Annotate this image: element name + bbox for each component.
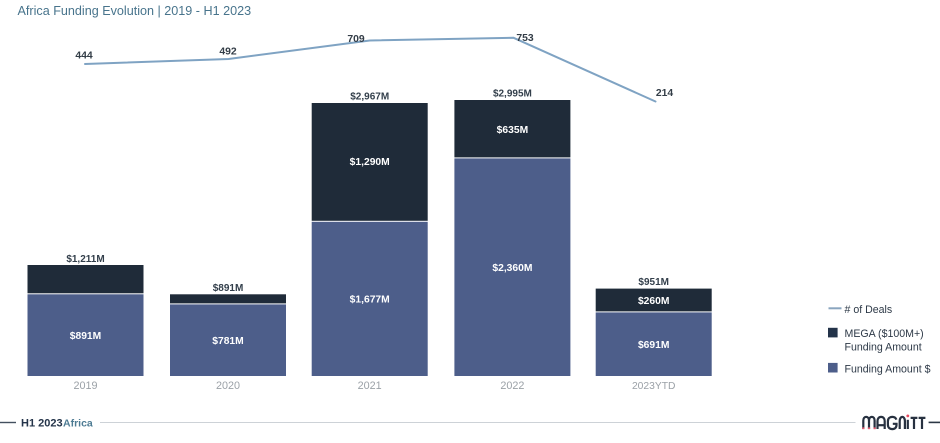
svg-text:MEGA ($100M+): MEGA ($100M+) [845, 328, 924, 340]
svg-text:$1,290M: $1,290M [350, 157, 390, 168]
svg-text:Funding Amount: Funding Amount [845, 341, 922, 353]
svg-text:214: 214 [656, 88, 674, 99]
svg-text:$2,967M: $2,967M [350, 92, 389, 103]
svg-text:$260M: $260M [638, 296, 669, 307]
svg-text:$891M: $891M [70, 331, 101, 342]
svg-text:$781M: $781M [212, 336, 243, 347]
svg-text:$891M: $891M [213, 283, 244, 294]
svg-text:492: 492 [219, 47, 237, 58]
svg-text:$1,211M: $1,211M [66, 254, 104, 265]
svg-text:444: 444 [75, 51, 93, 62]
svg-text:2021: 2021 [358, 380, 382, 392]
svg-text:2022: 2022 [500, 380, 524, 392]
svg-text:$1,677M: $1,677M [350, 295, 390, 306]
svg-text:H1 2023: H1 2023 [21, 418, 63, 430]
svg-text:$635M: $635M [497, 125, 528, 136]
svg-text:$951M: $951M [638, 277, 669, 288]
svg-text:709: 709 [347, 34, 365, 45]
svg-text:# of Deals: # of Deals [845, 304, 893, 316]
svg-text:Africa Funding Evolution | 201: Africa Funding Evolution | 2019 - H1 202… [18, 4, 252, 18]
svg-text:Funding Amount $: Funding Amount $ [845, 363, 931, 375]
svg-text:2023YTD: 2023YTD [632, 381, 676, 392]
svg-text:Africa: Africa [63, 418, 93, 430]
svg-text:$2,995M: $2,995M [493, 88, 532, 99]
svg-text:753: 753 [516, 33, 534, 44]
svg-text:2020: 2020 [216, 380, 240, 392]
svg-text:2019: 2019 [73, 380, 97, 392]
svg-text:$691M: $691M [638, 340, 669, 351]
svg-text:$2,360M: $2,360M [492, 263, 532, 274]
